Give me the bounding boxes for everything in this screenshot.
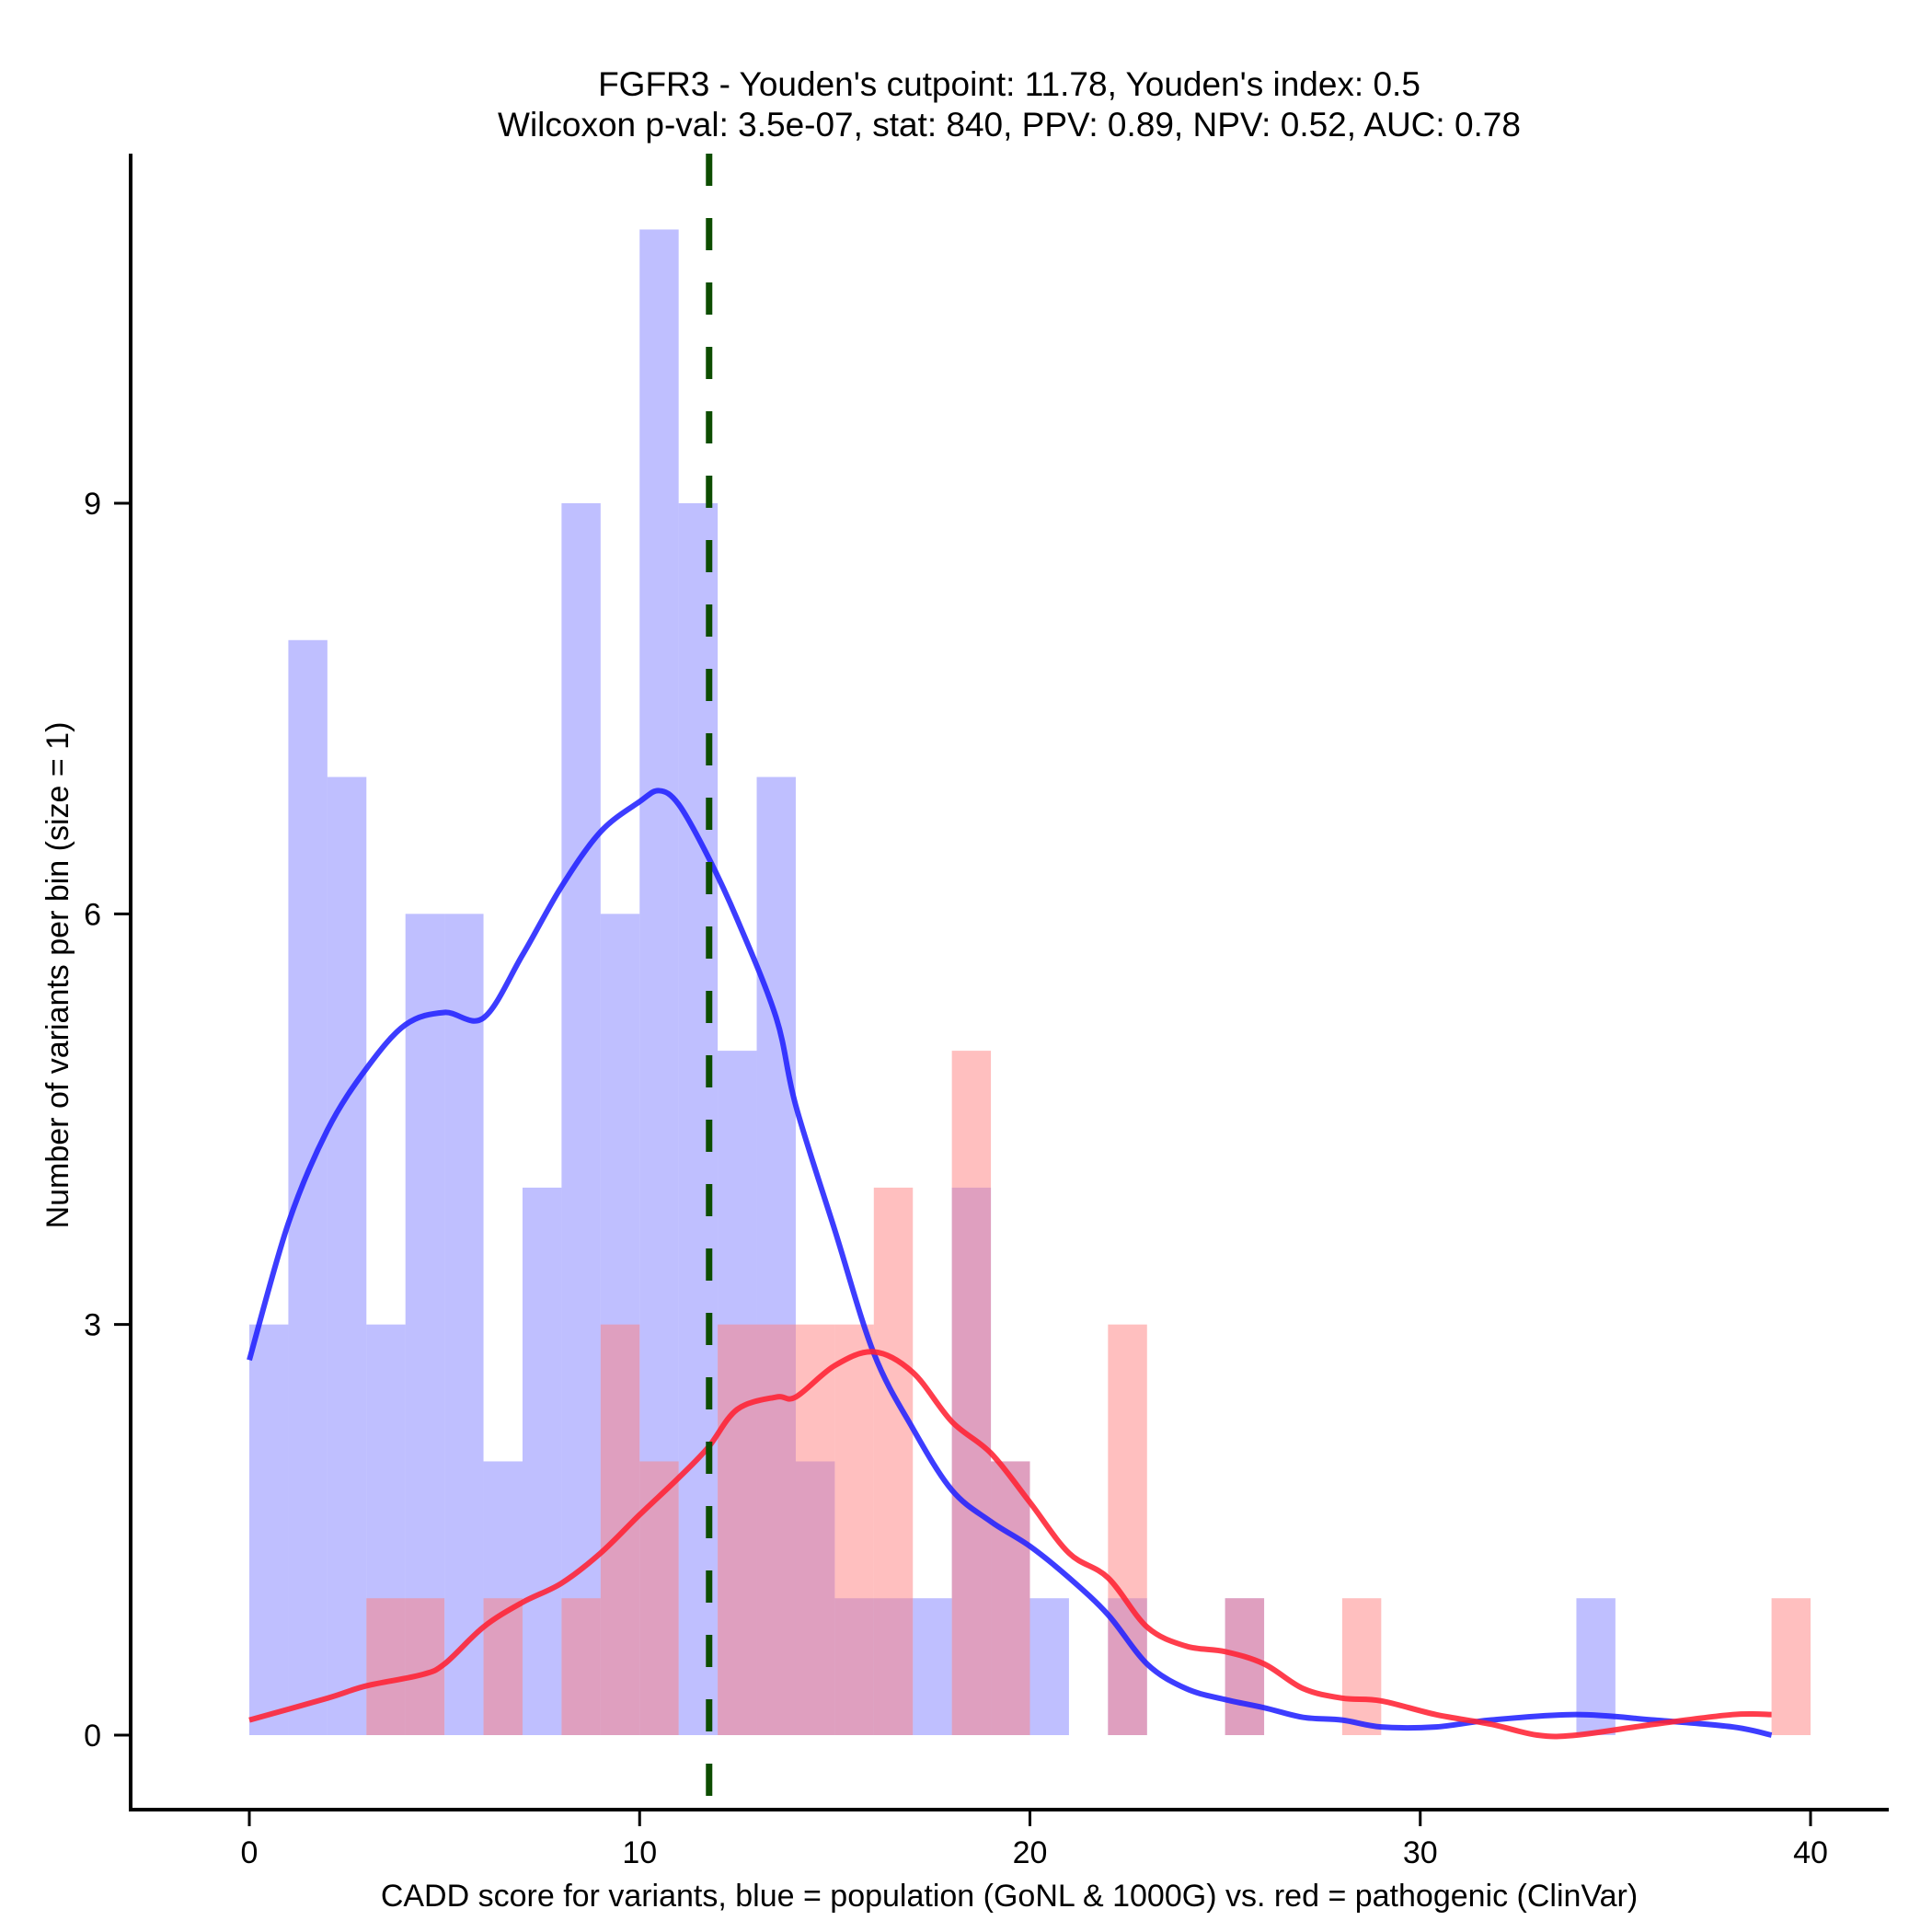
y-tick-label: 3 — [84, 1308, 101, 1343]
axes: 0 10 20 30 40 0 3 6 9 — [84, 154, 1889, 1870]
population-bars — [249, 229, 1616, 1735]
title-line-1: FGFR3 - Youden's cutpoint: 11.78, Youden… — [598, 65, 1420, 103]
pathogenic-bar — [366, 1598, 406, 1735]
pathogenic-bar — [873, 1187, 914, 1735]
pathogenic-bar — [1341, 1598, 1382, 1735]
x-tick-label: 0 — [241, 1835, 259, 1870]
population-bar — [444, 914, 484, 1735]
pathogenic-bar — [639, 1461, 679, 1735]
population-bar — [327, 776, 367, 1735]
x-axis-label: CADD score for variants, blue = populati… — [381, 1879, 1638, 1914]
population-bar — [913, 1598, 952, 1735]
title-line-2: Wilcoxon p-val: 3.5e-07, stat: 840, PPV:… — [498, 106, 1521, 144]
population-bar — [288, 639, 328, 1735]
pathogenic-bar — [834, 1324, 874, 1735]
pathogenic-bar — [1225, 1598, 1265, 1735]
x-tick-label: 10 — [622, 1835, 657, 1870]
pathogenic-bar — [561, 1598, 601, 1735]
pathogenic-bar — [991, 1461, 1030, 1735]
y-tick-label: 6 — [84, 897, 101, 932]
y-tick-label: 0 — [84, 1719, 101, 1754]
x-ticks: 0 10 20 30 40 — [241, 1810, 1828, 1870]
density-lines — [247, 788, 1773, 1740]
population-bar — [1029, 1598, 1069, 1735]
pathogenic-bar — [718, 1324, 757, 1735]
pathogenic-bars — [366, 1051, 1811, 1735]
y-axis-label: Number of variants per bin (size = 1) — [40, 722, 75, 1229]
x-tick-label: 40 — [1793, 1835, 1828, 1870]
pathogenic-density-line — [248, 1349, 1772, 1740]
pathogenic-bar — [951, 1051, 992, 1735]
pathogenic-bar — [600, 1324, 640, 1735]
pathogenic-bar — [795, 1324, 835, 1735]
pathogenic-bar — [756, 1324, 796, 1735]
population-bar — [249, 1324, 289, 1735]
population-density-line — [247, 788, 1773, 1738]
pathogenic-bar — [483, 1598, 523, 1735]
x-tick-label: 30 — [1403, 1835, 1438, 1870]
x-tick-label: 20 — [1013, 1835, 1048, 1870]
population-bar — [561, 503, 601, 1735]
y-ticks: 0 3 6 9 — [84, 487, 131, 1754]
chart-title: FGFR3 - Youden's cutpoint: 11.78, Youden… — [498, 65, 1521, 144]
pathogenic-bar — [1771, 1598, 1811, 1735]
pathogenic-bar — [1108, 1324, 1147, 1735]
population-bar — [522, 1187, 562, 1735]
y-tick-label: 9 — [84, 487, 101, 522]
